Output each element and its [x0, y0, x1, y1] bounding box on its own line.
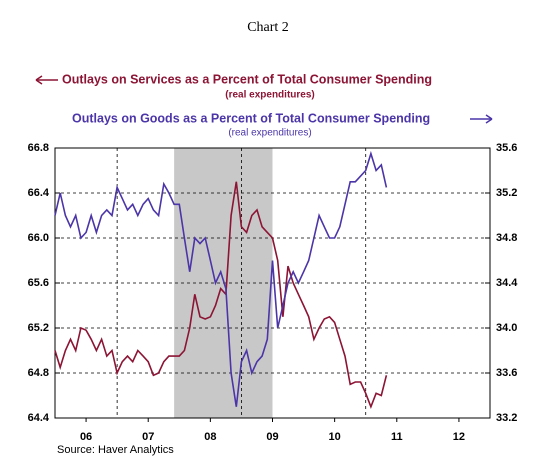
- data-line: [54, 150, 388, 407]
- y2-tick-label: 34.8: [496, 232, 517, 244]
- y2-tick-label: 34.4: [496, 277, 518, 289]
- chart-title: Chart 2: [247, 20, 289, 35]
- legend-label: Outlays on Services as a Percent of Tota…: [62, 72, 432, 86]
- x-tick-label: 09: [266, 431, 278, 443]
- y-tick-label: 65.6: [28, 277, 49, 289]
- y-tick-label: 64.4: [28, 412, 50, 424]
- y2-tick-label: 35.2: [496, 187, 517, 199]
- y-tick-label: 66.0: [28, 232, 49, 244]
- y2-tick-label: 34.0: [496, 322, 517, 334]
- legend: Outlays on Services as a Percent of Tota…: [35, 72, 493, 139]
- y-tick-label: 65.2: [28, 322, 49, 334]
- plot-frame: [54, 147, 491, 419]
- x-tick-label: 10: [329, 431, 341, 443]
- data-line: [54, 181, 388, 410]
- x-tick-label: 12: [453, 431, 465, 443]
- legend-subtitle: (real expenditures): [228, 128, 311, 139]
- x-tick-label: 07: [142, 431, 154, 443]
- y2-tick-label: 33.2: [496, 412, 517, 424]
- x-tick-label: 06: [80, 431, 92, 443]
- y2-tick-label: 35.6: [496, 142, 517, 154]
- y2-tick-label: 33.6: [496, 367, 517, 379]
- y-tick-label: 66.4: [28, 187, 50, 199]
- legend-arrow-head: [35, 75, 43, 85]
- y-tick-label: 64.8: [28, 367, 49, 379]
- legend-arrow-head: [485, 114, 493, 124]
- legend-subtitle: (real expenditures): [225, 90, 314, 101]
- source-note: Source: Haver Analytics: [57, 444, 174, 456]
- legend-label: Outlays on Goods as a Percent of Total C…: [72, 111, 430, 125]
- x-tick-label: 08: [204, 431, 216, 443]
- y-tick-label: 66.8: [28, 142, 49, 154]
- x-tick-label: 11: [391, 431, 403, 443]
